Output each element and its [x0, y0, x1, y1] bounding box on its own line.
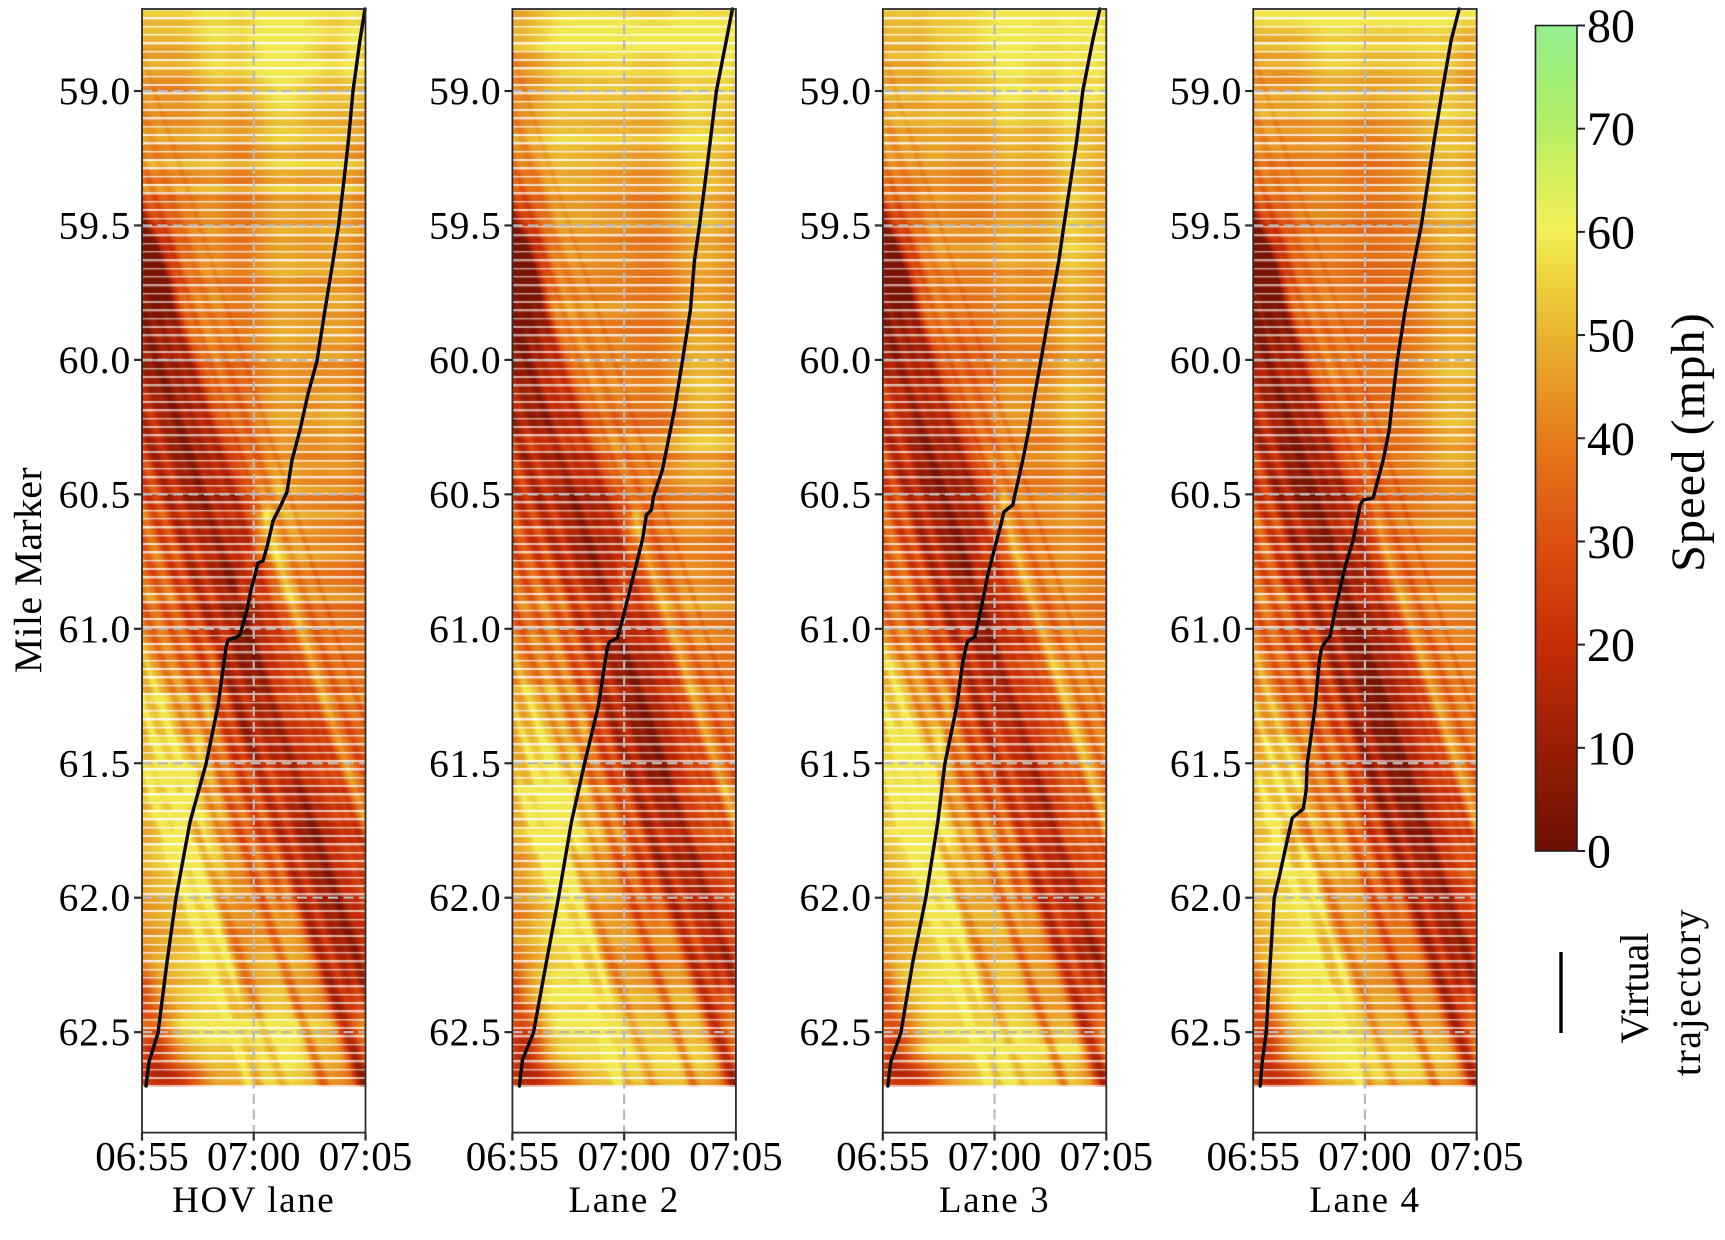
svg-text:40: 40: [1587, 413, 1635, 466]
svg-text:60.5: 60.5: [799, 472, 871, 516]
svg-text:06:55: 06:55: [836, 1133, 929, 1179]
svg-text:62.5: 62.5: [429, 1010, 501, 1054]
svg-text:61.5: 61.5: [1170, 741, 1242, 785]
svg-text:60.5: 60.5: [1170, 472, 1242, 516]
svg-text:61.5: 61.5: [429, 741, 501, 785]
svg-text:61.0: 61.0: [59, 607, 131, 651]
svg-text:61.0: 61.0: [799, 607, 871, 651]
svg-text:61.5: 61.5: [799, 741, 871, 785]
svg-text:Lane 4: Lane 4: [1309, 1180, 1420, 1221]
svg-text:59.5: 59.5: [1170, 203, 1242, 247]
svg-text:62.0: 62.0: [799, 876, 871, 920]
svg-text:07:05: 07:05: [319, 1133, 412, 1179]
svg-text:61.0: 61.0: [1170, 607, 1242, 651]
svg-text:62.5: 62.5: [799, 1010, 871, 1054]
svg-text:06:55: 06:55: [466, 1133, 559, 1179]
svg-text:59.0: 59.0: [59, 69, 131, 113]
svg-text:59.5: 59.5: [799, 203, 871, 247]
svg-text:61.5: 61.5: [59, 741, 131, 785]
svg-text:59.0: 59.0: [1170, 69, 1242, 113]
svg-text:07:00: 07:00: [577, 1133, 670, 1179]
svg-text:60.0: 60.0: [59, 338, 131, 382]
svg-text:60.0: 60.0: [1170, 338, 1242, 382]
svg-text:62.0: 62.0: [429, 876, 501, 920]
svg-text:59.5: 59.5: [429, 203, 501, 247]
svg-text:60.5: 60.5: [59, 472, 131, 516]
svg-text:80: 80: [1587, 0, 1635, 53]
svg-text:10: 10: [1587, 722, 1635, 775]
svg-text:59.0: 59.0: [799, 69, 871, 113]
svg-text:07:05: 07:05: [1060, 1133, 1153, 1179]
svg-text:60.0: 60.0: [429, 338, 501, 382]
svg-text:30: 30: [1587, 516, 1635, 569]
svg-text:07:05: 07:05: [689, 1133, 782, 1179]
svg-text:06:55: 06:55: [95, 1133, 188, 1179]
svg-text:70: 70: [1587, 103, 1635, 156]
svg-text:60.5: 60.5: [429, 472, 501, 516]
svg-text:HOV lane: HOV lane: [172, 1180, 335, 1221]
svg-text:59.5: 59.5: [59, 203, 131, 247]
svg-text:20: 20: [1587, 619, 1635, 672]
svg-text:59.0: 59.0: [429, 69, 501, 113]
svg-text:62.0: 62.0: [1170, 876, 1242, 920]
svg-text:62.5: 62.5: [59, 1010, 131, 1054]
svg-text:62.0: 62.0: [59, 876, 131, 920]
svg-text:06:55: 06:55: [1206, 1133, 1299, 1179]
svg-text:07:00: 07:00: [1318, 1133, 1411, 1179]
svg-text:61.0: 61.0: [429, 607, 501, 651]
svg-text:Lane 2: Lane 2: [569, 1180, 680, 1221]
svg-text:07:00: 07:00: [207, 1133, 300, 1179]
svg-text:0: 0: [1587, 826, 1611, 879]
svg-text:trajectory: trajectory: [1664, 908, 1709, 1076]
svg-text:60: 60: [1587, 206, 1635, 259]
svg-text:50: 50: [1587, 310, 1635, 363]
svg-text:07:05: 07:05: [1430, 1133, 1523, 1179]
svg-text:60.0: 60.0: [799, 338, 871, 382]
svg-text:Speed (mph): Speed (mph): [1662, 312, 1715, 572]
svg-text:Mile Marker: Mile Marker: [6, 467, 50, 673]
svg-text:Virtual: Virtual: [1612, 933, 1657, 1044]
svg-text:Lane 3: Lane 3: [939, 1180, 1050, 1221]
svg-text:07:00: 07:00: [948, 1133, 1041, 1179]
svg-text:62.5: 62.5: [1170, 1010, 1242, 1054]
